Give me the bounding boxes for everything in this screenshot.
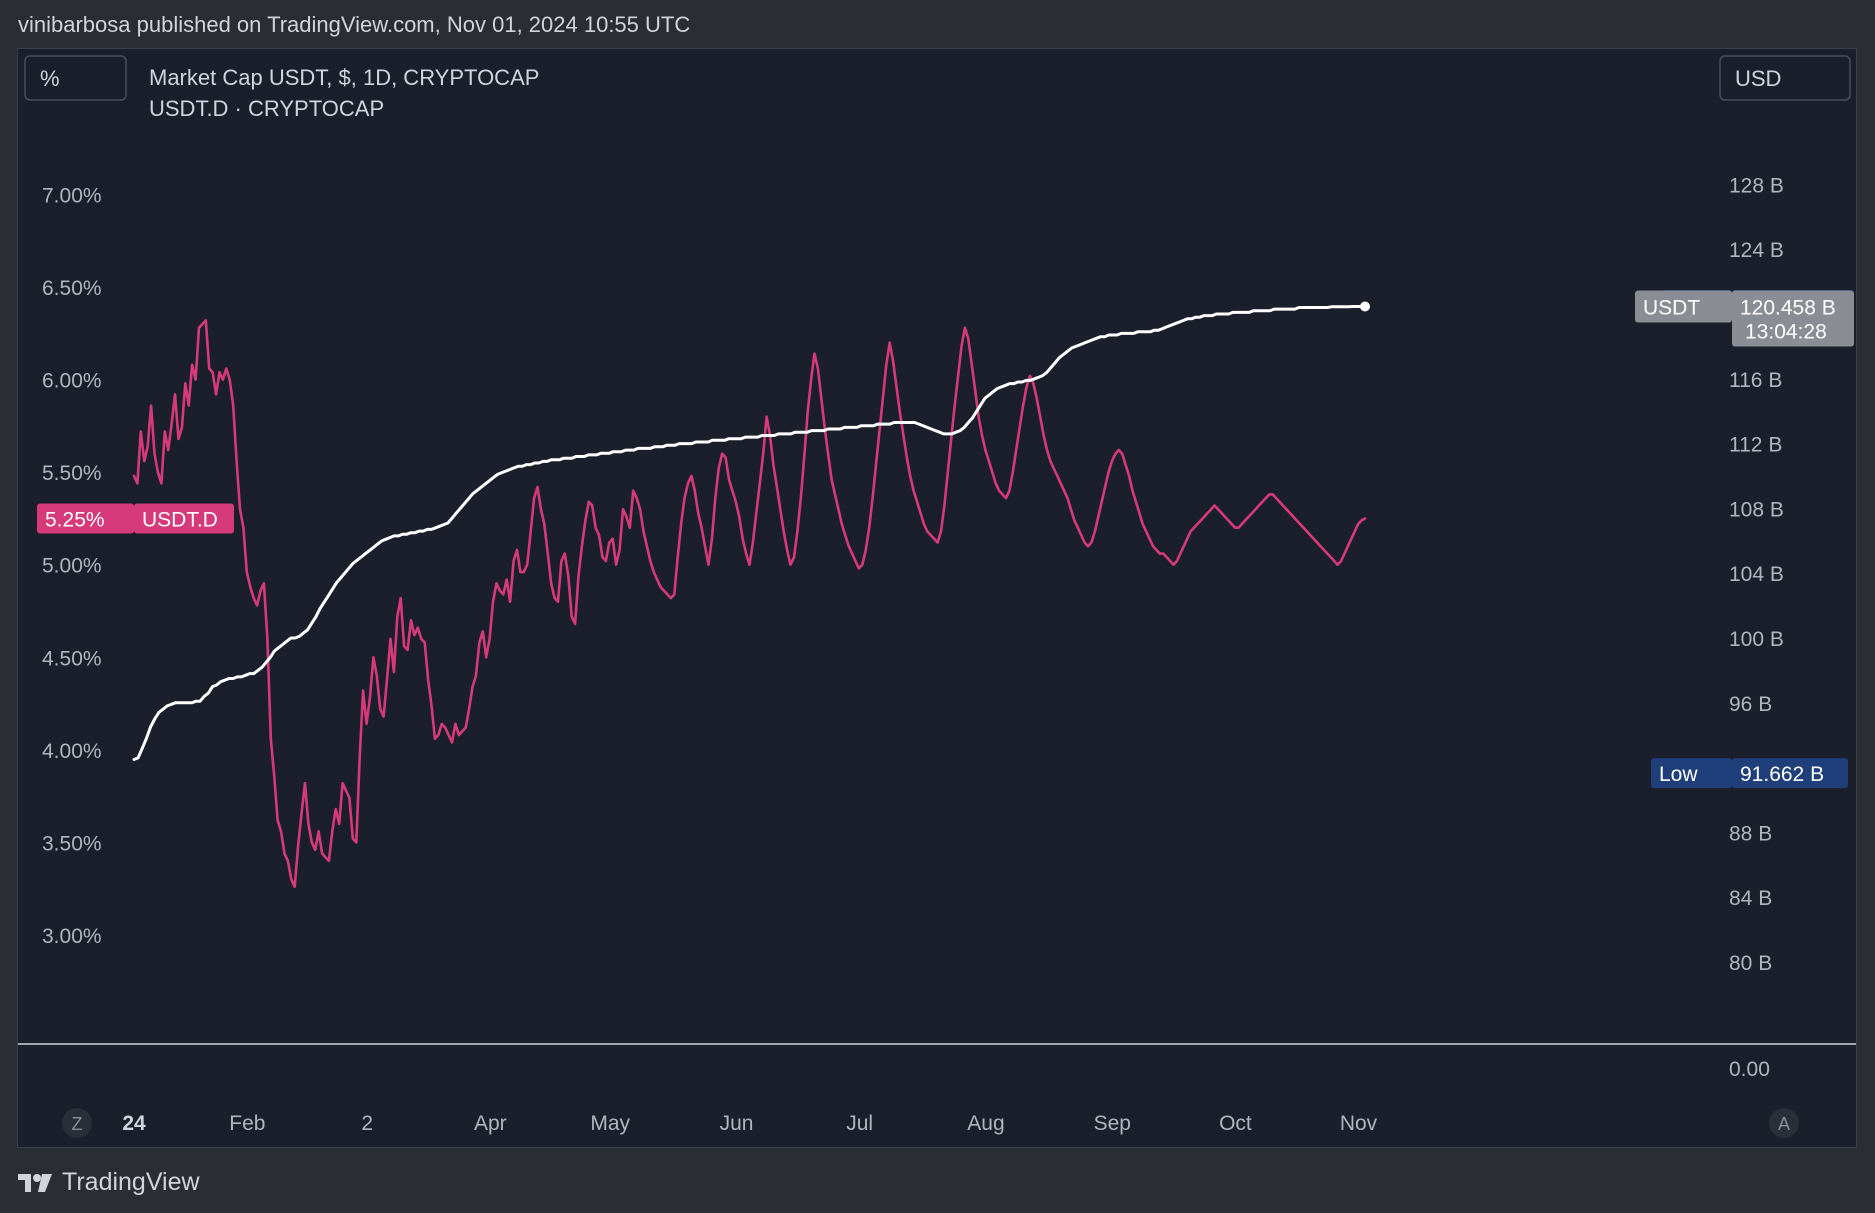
right-axis-tick-label: 84 B [1729,887,1772,910]
chart-container[interactable]: % USD Market Cap USDT, $, 1D, CRYPTOCAP … [17,48,1857,1148]
currency-button[interactable]: USD [1719,55,1851,101]
low-label-tag: Low [1651,758,1732,789]
usdt-last-value-bg [1732,290,1854,347]
usdt-last-value-text: 120.458 B [1740,297,1836,320]
time-axis-tick-label: Nov [1340,1112,1378,1135]
usdt-name-tag-bg [1635,290,1732,323]
series-usdt-dominance-line[interactable] [132,319,1367,889]
time-axis-tick-label: 2 [361,1112,373,1135]
right-axis-tick-label: 88 B [1729,822,1772,845]
percent-scale-label: % [40,66,60,91]
usdt-last-value-tag: 120.458 B13:04:28 [1732,290,1854,347]
publish-header: vinibarbosa published on TradingView.com… [18,12,691,37]
series-usdt-market-cap-line[interactable] [132,305,1367,761]
time-axis-tick-label: May [590,1112,630,1135]
right-axis-tick-label: 80 B [1729,952,1772,975]
auto-scale-label: A [1778,1114,1790,1134]
right-axis-tick-label: 116 B [1729,369,1782,392]
usdt-countdown-text: 13:04:28 [1745,321,1827,344]
left-axis-tick-label: 6.00% [42,370,102,393]
usdt-d-last-value-tag: 5.25% [37,503,134,534]
right-axis-tick-label: 104 B [1729,563,1784,586]
right-price-axis[interactable]: 128 B 124 B 116 B 112 B 108 B 104 B 100 B 96 B 8… [1729,174,1784,975]
left-axis-tick-label: 5.00% [42,555,102,578]
left-axis-tick-label: 5.50% [42,462,102,485]
left-price-axis[interactable]: 7.00% 6.50% 6.00% 5.50% 5.00% 4.50% 4.00% 3.50%… [42,185,102,948]
left-axis-tick-label: 4.50% [42,647,102,670]
left-axis-tick-label: 6.50% [42,277,102,300]
low-value-tag-text: 91.662 B [1740,763,1824,786]
low-label-tag-bg [1651,758,1732,789]
time-axis[interactable]: 24 Feb 2 Apr May Jun Jul Aug Sep Oct Nov [122,1112,1377,1135]
left-axis-tick-label: 3.50% [42,832,102,855]
left-axis-tick-label: 4.00% [42,740,102,763]
usdt-d-last-value-tag-text: 5.25% [45,508,105,531]
right-axis-tick-label: 96 B [1729,693,1772,716]
time-axis-tick-label: 24 [122,1112,146,1135]
auto-scale-button[interactable]: A [1769,1108,1799,1138]
legend-market-cap[interactable]: Market Cap USDT, $, 1D, CRYPTOCAP [149,65,539,90]
usdt-d-name-tag-bg [134,503,234,534]
time-axis-tick-label: Feb [229,1112,265,1135]
left-axis-tick-label: 3.00% [42,925,102,948]
zoom-reset-button[interactable]: Z [62,1108,92,1138]
chart-canvas[interactable]: % USD Market Cap USDT, $, 1D, CRYPTOCAP … [18,49,1856,1147]
right-axis-tick-label: 108 B [1729,498,1784,521]
right-axis-tick-label: 124 B [1729,239,1784,262]
left-axis-tick-label: 7.00% [42,185,102,208]
low-value-tag: 91.662 B [1732,758,1848,789]
tradingview-logo[interactable]: TradingView [18,1168,200,1197]
usdt-last-point [1360,301,1370,312]
usdt-d-name-tag: USDT.D [134,503,234,534]
bottom-pane-tick: 0.00 [1729,1058,1770,1081]
usdt-d-name-tag-text: USDT.D [142,508,218,531]
percent-scale-button[interactable]: % [24,55,127,101]
tradingview-logo-icon [18,1173,52,1192]
usdt-d-last-value-tag-bg [37,503,134,534]
currency-label: USD [1735,66,1781,91]
time-axis-tick-label: Sep [1094,1112,1131,1135]
time-axis-tick-label: Oct [1219,1112,1252,1135]
time-axis-tick-label: Jun [720,1112,754,1135]
low-value-tag-bg [1732,758,1848,789]
right-axis-tick-label: 128 B [1729,174,1784,197]
time-axis-tick-label: Jul [846,1112,873,1135]
legend-usdt-dominance[interactable]: USDT.D · CRYPTOCAP [149,96,384,121]
time-axis-tick-label: Aug [967,1112,1004,1135]
zoom-reset-label: Z [72,1114,83,1134]
usdt-name-tag: USDT [1635,290,1732,323]
low-label-tag-text: Low [1659,763,1698,786]
usdt-name-tag-text: USDT [1643,297,1700,320]
tradingview-brand: TradingView [62,1168,200,1196]
right-axis-tick-label: 112 B [1729,434,1782,457]
time-axis-tick-label: Apr [474,1112,507,1135]
right-axis-tick-label: 100 B [1729,628,1784,651]
